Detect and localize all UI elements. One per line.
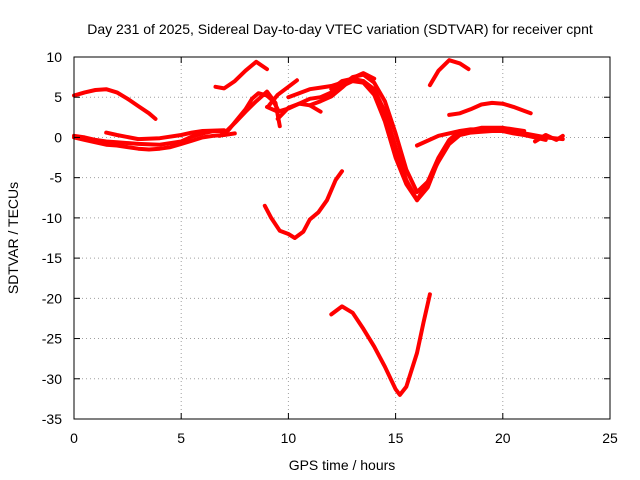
series-s8 — [267, 78, 299, 108]
y-tick-label: 0 — [54, 129, 62, 145]
series-s4 — [104, 128, 227, 142]
series-s21 — [329, 292, 432, 397]
y-tick-label: -15 — [42, 250, 62, 266]
x-tick-label: 20 — [495, 430, 511, 446]
series-s7 — [222, 89, 282, 136]
plot-frame — [73, 56, 611, 420]
y-tick-label: -20 — [42, 290, 62, 306]
series-s16 — [427, 58, 471, 88]
series-layer — [72, 58, 565, 397]
series-s17 — [447, 100, 533, 117]
y-tick-label: -35 — [42, 411, 62, 427]
chart-title: Day 231 of 2025, Sidereal Day-to-day VTE… — [87, 21, 593, 37]
series-s5 — [213, 59, 269, 91]
series-s10 — [275, 101, 323, 121]
x-tick-label: 5 — [177, 430, 185, 446]
y-tick-label: 10 — [46, 49, 62, 65]
series-s20 — [262, 169, 344, 240]
grid-lines — [74, 57, 610, 419]
series-s3 — [72, 129, 227, 147]
x-tick-label: 10 — [281, 430, 297, 446]
series-s1 — [72, 87, 158, 121]
x-tick-labels: 0 5 10 15 20 25 — [70, 430, 618, 446]
y-tick-label: 5 — [54, 89, 62, 105]
series-s15 — [361, 79, 527, 203]
x-tick-label: 15 — [388, 430, 404, 446]
series-s19 — [533, 133, 565, 144]
y-tick-labels: -35 -30 -25 -20 -15 -10 -5 0 5 10 — [42, 49, 62, 427]
x-tick-label: 0 — [70, 430, 78, 446]
y-tick-label: -10 — [42, 210, 62, 226]
x-tick-label: 25 — [602, 430, 618, 446]
y-tick-label: -5 — [50, 170, 63, 186]
axis-ticks — [73, 56, 611, 420]
y-tick-label: -25 — [42, 331, 62, 347]
y-axis-label: SDTVAR / TECUs — [5, 182, 21, 294]
y-tick-label: -30 — [42, 371, 62, 387]
series-s2 — [72, 131, 237, 152]
x-axis-label: GPS time / hours — [289, 457, 396, 473]
